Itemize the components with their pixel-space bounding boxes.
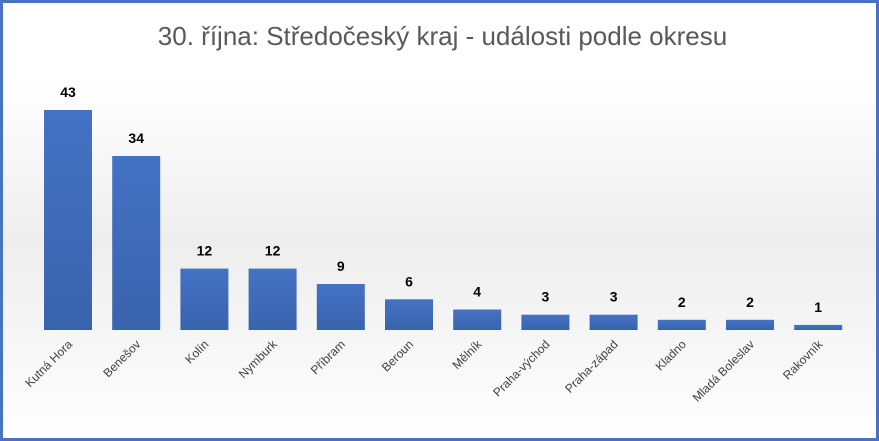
bar-10 [726,319,774,330]
data-label-11: 1 [814,299,822,315]
data-label-2: 12 [197,243,213,259]
category-label-2: Kolín [182,337,211,366]
data-label-5: 6 [405,273,413,289]
category-label-7: Praha-východ [490,337,552,399]
category-label-8: Praha-západ [562,337,620,395]
data-label-4: 9 [337,258,345,274]
category-label-11: Rakovník [780,337,826,383]
data-label-8: 3 [610,289,618,305]
data-label-6: 4 [473,284,481,300]
category-label-3: Nymburk [236,337,281,382]
bar-8 [589,314,638,330]
bar-11 [794,324,843,330]
bar-3 [248,268,297,330]
category-label-0: Kutná Hora [22,337,75,390]
bar-6 [453,309,502,330]
bar-4 [316,284,365,330]
bar-9 [657,319,706,330]
data-label-9: 2 [678,294,686,310]
data-label-0: 43 [60,84,76,100]
bar-0 [44,110,92,330]
data-label-3: 12 [265,243,281,259]
category-label-1: Benešov [100,337,143,380]
category-label-9: Kladno [653,337,690,374]
data-label-1: 34 [128,130,144,146]
category-label-5: Beroun [379,337,416,374]
category-label-4: Příbram [308,337,348,377]
data-label-7: 3 [542,289,550,305]
bar-5 [385,299,433,330]
category-label-10: Mladá Boleslav [690,337,757,404]
chart-title: 30. října: Středočeský kraj - události p… [157,21,728,51]
bar-2 [180,268,229,330]
bar-1 [112,156,161,330]
data-label-10: 2 [746,294,754,310]
category-label-6: Mělník [449,337,485,373]
bar-7 [521,314,570,330]
